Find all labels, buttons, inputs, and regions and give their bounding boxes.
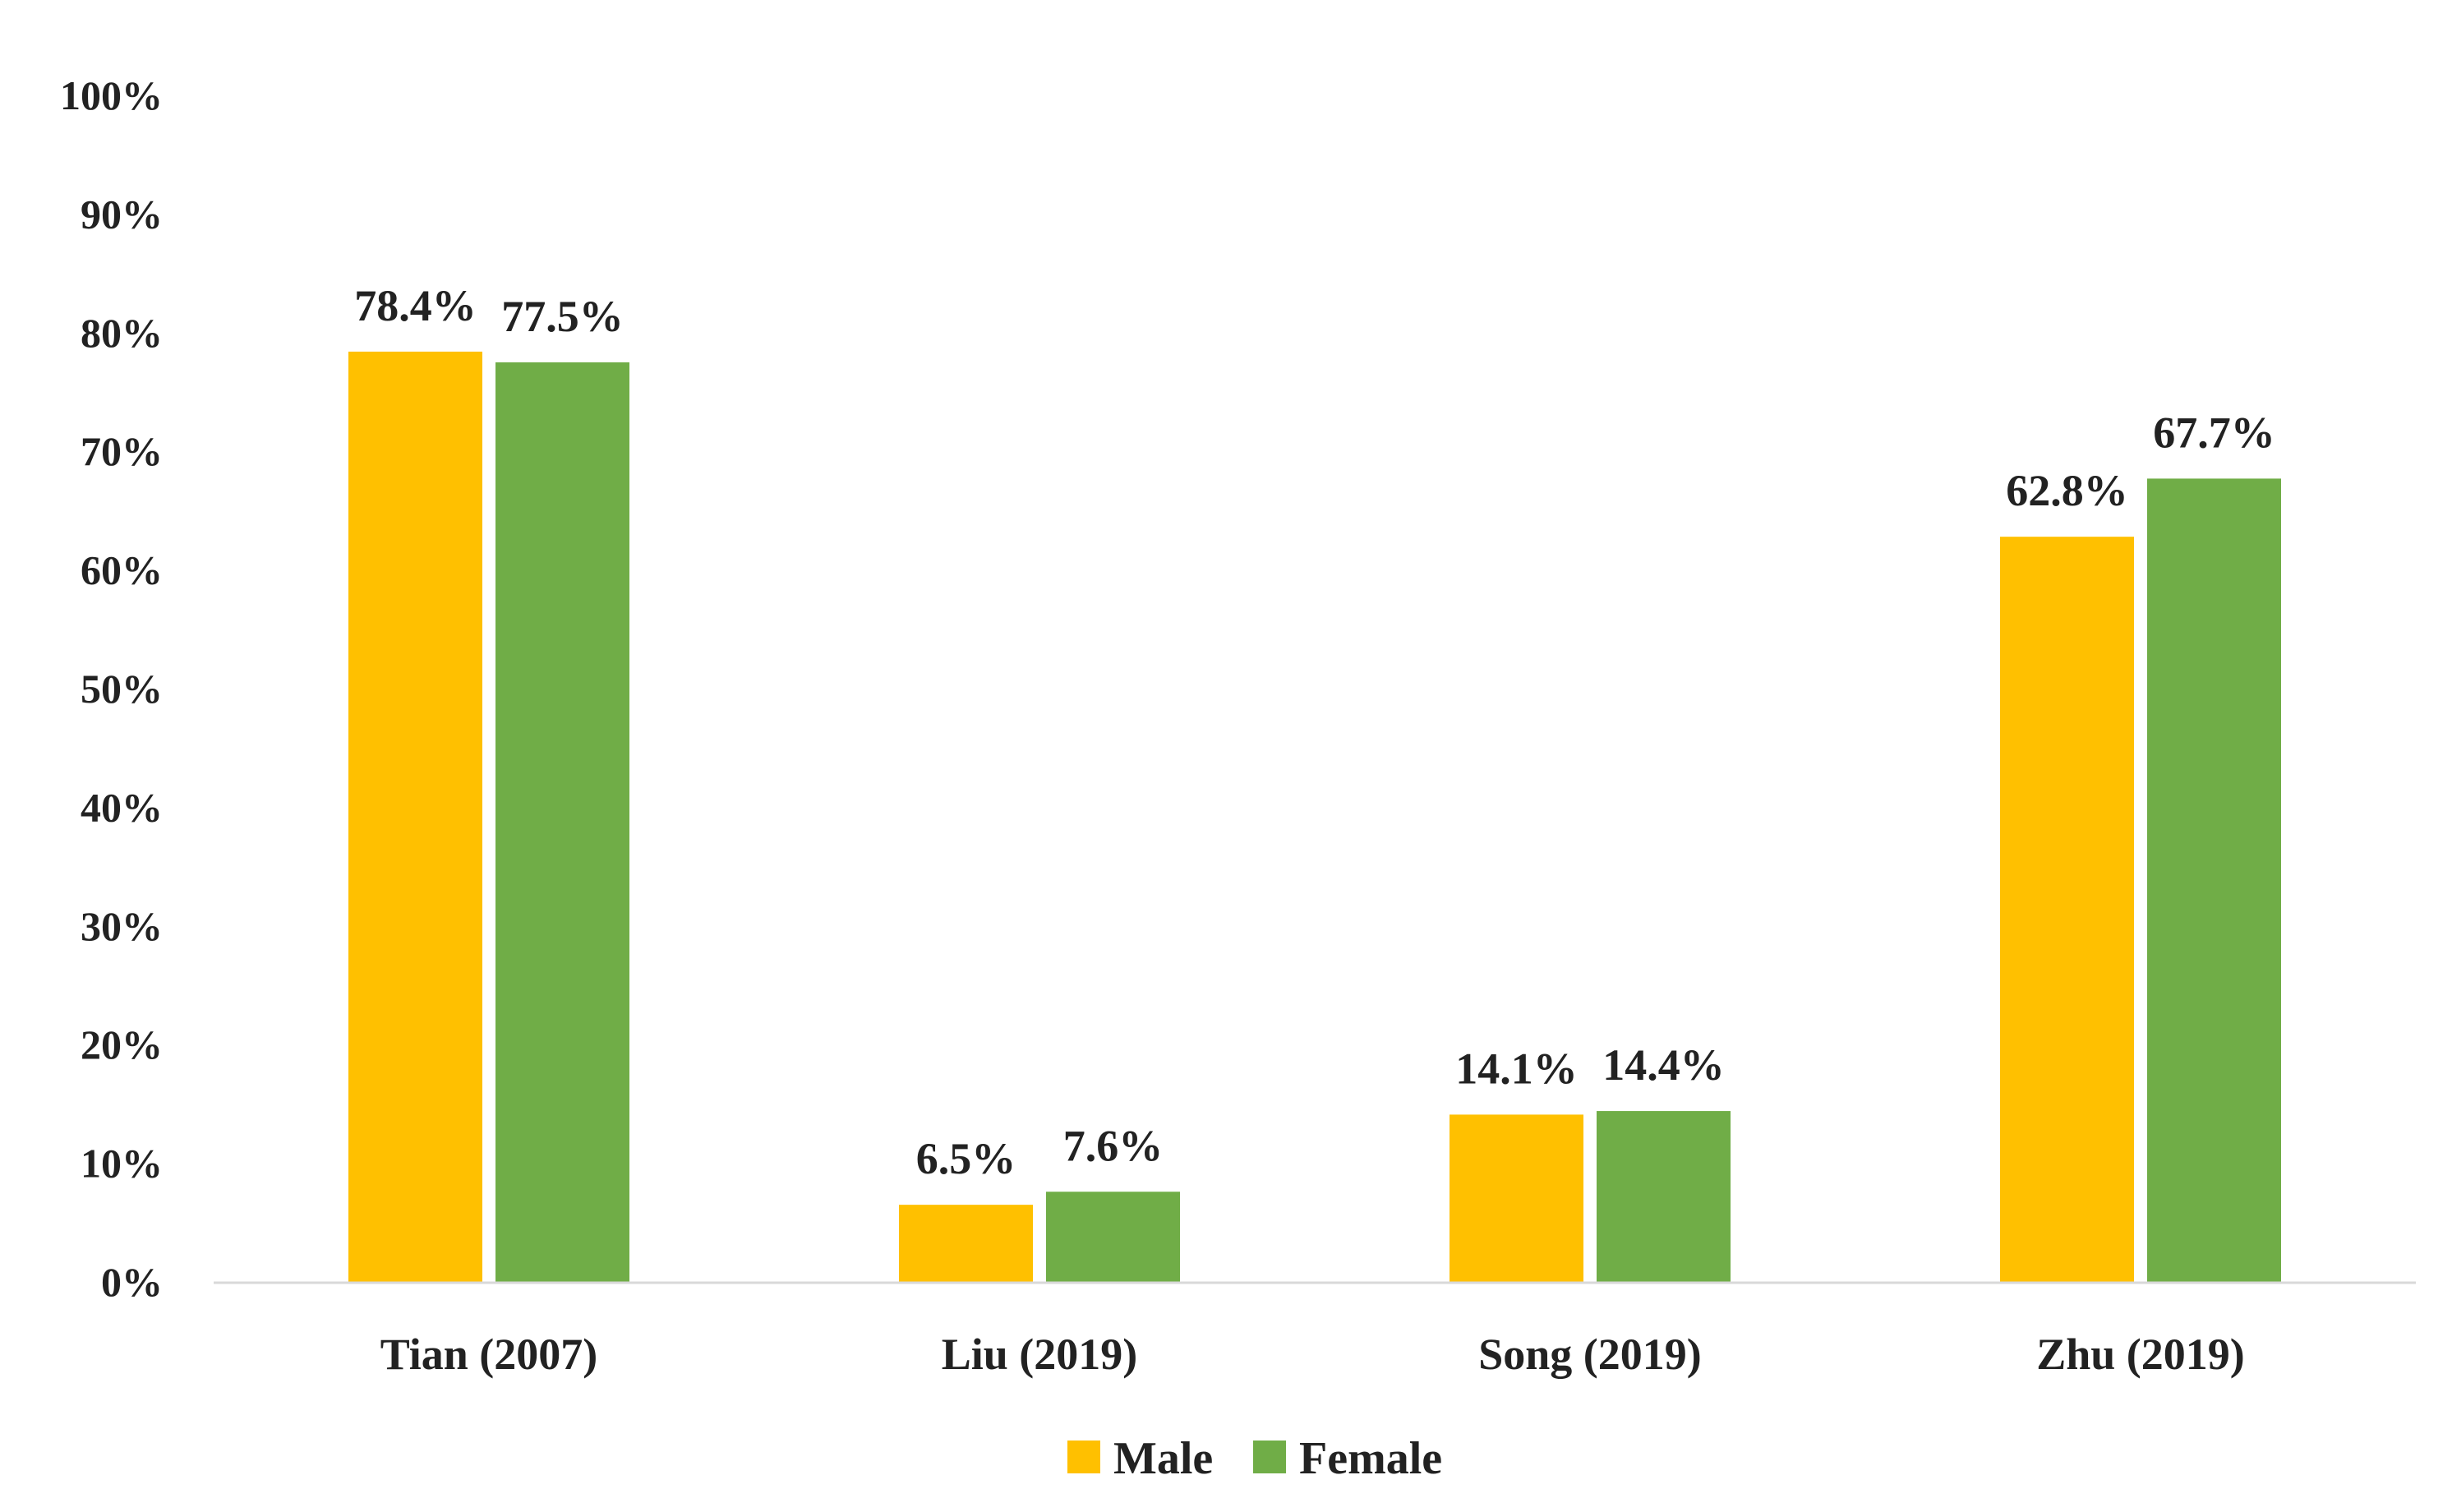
bar-male bbox=[1450, 1114, 1583, 1282]
data-label: 7.6% bbox=[1063, 1121, 1164, 1170]
data-label: 14.1% bbox=[1455, 1044, 1578, 1093]
y-tick-label: 40% bbox=[81, 784, 163, 830]
y-tick-label: 90% bbox=[81, 191, 163, 237]
data-label: 67.7% bbox=[2153, 408, 2275, 457]
y-tick-label: 0% bbox=[101, 1259, 163, 1305]
category-label: Song (2019) bbox=[1478, 1330, 1702, 1379]
legend: Male Female bbox=[1067, 1433, 1442, 1484]
bar-female bbox=[1597, 1111, 1731, 1282]
legend-label-male: Male bbox=[1113, 1433, 1213, 1484]
y-tick-label: 60% bbox=[81, 547, 163, 593]
bar-female bbox=[2147, 478, 2281, 1282]
data-label: 62.8% bbox=[2006, 466, 2128, 515]
bar-male bbox=[899, 1205, 1033, 1282]
category-label: Tian (2007) bbox=[380, 1330, 598, 1379]
y-tick-label: 20% bbox=[81, 1021, 163, 1067]
data-label: 77.5% bbox=[501, 292, 624, 341]
y-tick-label: 50% bbox=[81, 666, 163, 712]
y-tick-label: 70% bbox=[81, 428, 163, 474]
data-label: 6.5% bbox=[916, 1134, 1016, 1183]
y-tick-label: 80% bbox=[81, 310, 163, 356]
data-labels-group: 78.4% 77.5% 6.5% 7.6% 14.1% 14.4% 62.8% 67.7% bbox=[354, 281, 2275, 1183]
legend-swatch-male bbox=[1067, 1441, 1100, 1473]
bar-male bbox=[348, 351, 482, 1282]
y-tick-label: 100% bbox=[60, 72, 163, 118]
category-label: Liu (2019) bbox=[942, 1330, 1138, 1379]
bar-female bbox=[1046, 1192, 1180, 1282]
category-labels: Tian (2007) Liu (2019) Song (2019) Zhu (201… bbox=[380, 1330, 2245, 1379]
y-axis-ticks: 0% 10% 20% 30% 40% 50% 60% 70% 80% 90% 100% bbox=[60, 72, 163, 1305]
category-label: Zhu (2019) bbox=[2036, 1330, 2245, 1379]
legend-label-female: Female bbox=[1299, 1433, 1442, 1484]
data-label: 78.4% bbox=[354, 281, 477, 330]
bar-female bbox=[495, 362, 629, 1282]
y-tick-label: 10% bbox=[81, 1141, 163, 1187]
bar-male bbox=[2000, 537, 2134, 1282]
data-label: 14.4% bbox=[1602, 1040, 1725, 1090]
legend-swatch-female bbox=[1253, 1441, 1286, 1473]
y-tick-label: 30% bbox=[81, 903, 163, 949]
bars-group bbox=[348, 351, 2281, 1282]
